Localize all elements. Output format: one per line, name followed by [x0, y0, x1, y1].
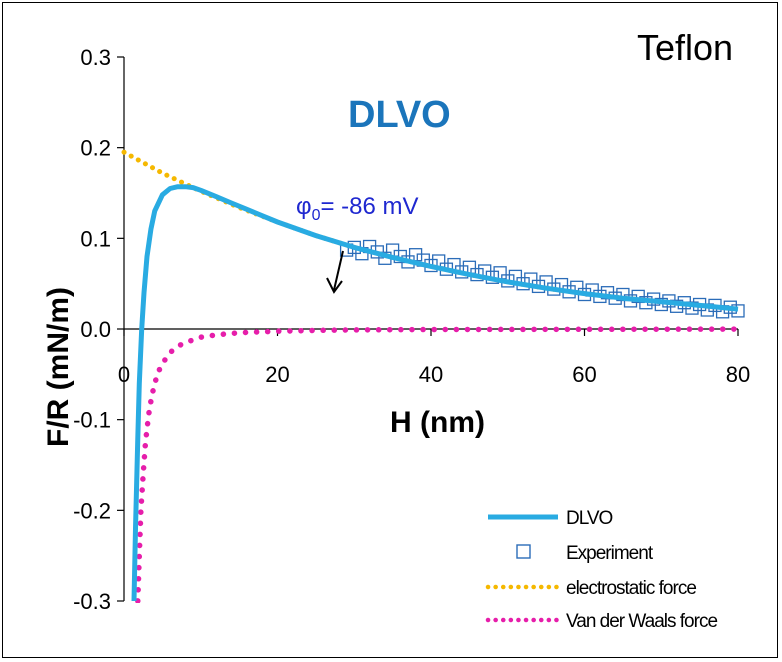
- y-tick-label: -0.3: [73, 589, 111, 614]
- chart-title: Teflon: [637, 27, 733, 68]
- y-tick-label: -0.1: [73, 408, 111, 433]
- phi-subscript: 0: [312, 207, 321, 224]
- tick-labels: -0.3 -0.2 -0.1 0.0 0.1 0.2 0.3 0 20 40 60 80: [73, 45, 750, 614]
- vdw-force-line: [135, 326, 741, 603]
- legend-label: Van der Waals force: [566, 611, 717, 632]
- phi-value: = -86 mV: [320, 193, 418, 220]
- y-tick-label: 0.3: [80, 45, 111, 70]
- plot-area: [121, 149, 745, 603]
- experiment-point: [685, 301, 699, 315]
- legend: DLVO Experiment electrostatic force Van der…: [485, 508, 718, 632]
- phi-annotation: φ0= -86 mV: [296, 193, 419, 294]
- x-tick-label: 60: [572, 362, 596, 387]
- svg-text:φ0= -86 mV: φ0= -86 mV: [296, 193, 419, 224]
- x-tick-label: 40: [419, 362, 443, 387]
- x-axis-title: H (nm): [390, 406, 485, 439]
- x-tick-label: 0: [118, 362, 130, 387]
- dlvo-line: [131, 184, 739, 602]
- y-tick-label: 0.2: [80, 136, 111, 161]
- series-group: [121, 149, 745, 603]
- y-tick-label: 0.0: [80, 317, 111, 342]
- annotation-arrow-head: [326, 277, 343, 294]
- annotation-arrow-shaft: [333, 250, 344, 291]
- legend-label: DLVO: [566, 508, 613, 529]
- experiment-point: [493, 266, 507, 280]
- x-tick-label: 80: [726, 362, 750, 387]
- legend-swatch-experiment: [516, 544, 531, 559]
- chart-subtitle: DLVO: [348, 94, 451, 136]
- x-tick-label: 20: [265, 362, 289, 387]
- y-axis-title: F/R (mN/m): [42, 287, 75, 447]
- electrostatic-force-line: [121, 149, 741, 312]
- legend-label: electrostatic force: [566, 578, 696, 599]
- legend-label: Experiment: [566, 543, 654, 564]
- y-tick-label: -0.2: [73, 498, 111, 523]
- y-tick-label: 0.1: [80, 226, 111, 251]
- phi-symbol: φ: [296, 193, 312, 220]
